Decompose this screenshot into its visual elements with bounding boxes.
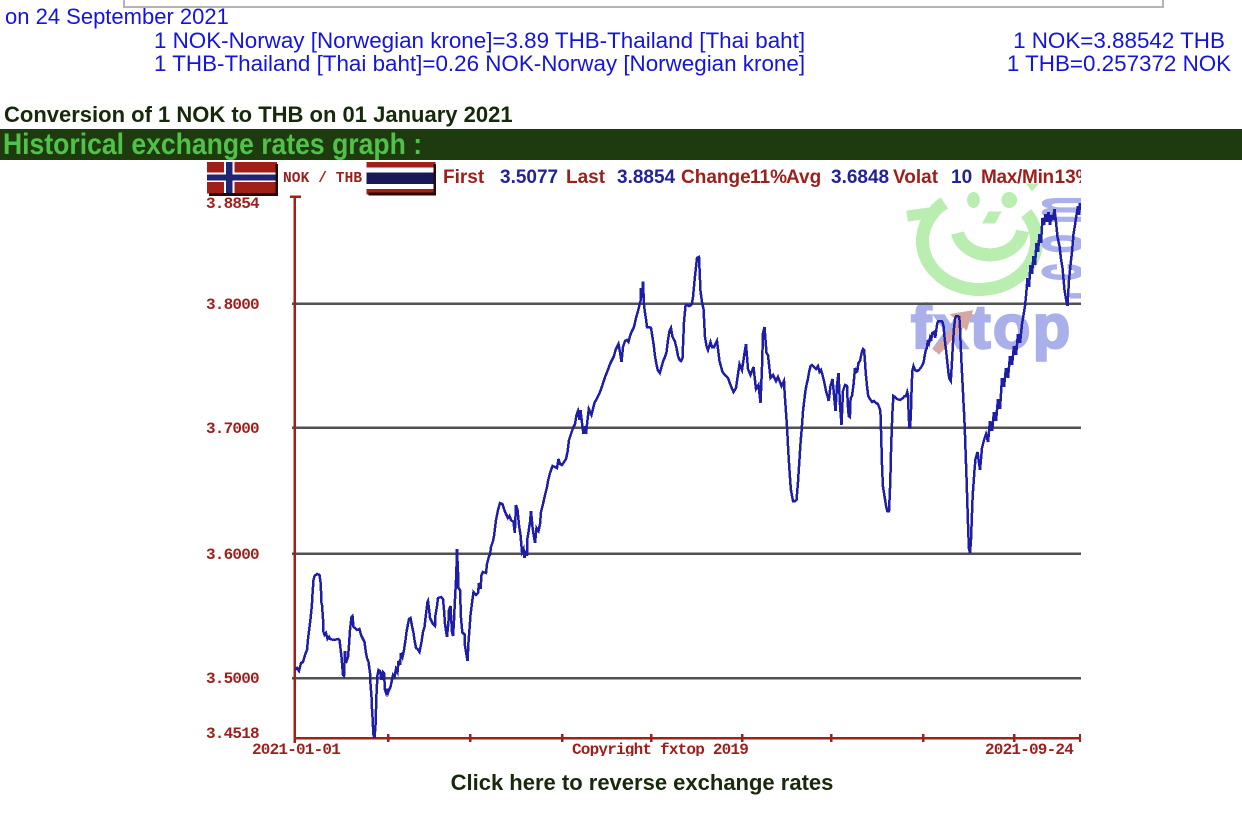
svg-text:10: 10	[951, 167, 972, 188]
svg-text:NOK / THB: NOK / THB	[283, 171, 362, 187]
svg-text:11%: 11%	[750, 167, 787, 188]
svg-text:Copyright fxtop 2019: Copyright fxtop 2019	[572, 741, 748, 756]
svg-text:Change: Change	[681, 167, 751, 188]
svg-text:3.6848: 3.6848	[831, 167, 889, 188]
svg-text:First: First	[443, 167, 485, 188]
svg-text:3.5077: 3.5077	[500, 167, 558, 188]
svg-text:Max/Min: Max/Min	[981, 167, 1054, 188]
svg-text:13%: 13%	[1055, 167, 1082, 188]
svg-text:2021-09-24: 2021-09-24	[985, 741, 1074, 756]
svg-text:3.8000: 3.8000	[206, 296, 259, 314]
svg-text:3.7000: 3.7000	[206, 420, 259, 438]
svg-text:3.6000: 3.6000	[206, 546, 259, 564]
svg-text:2021-01-01: 2021-01-01	[252, 741, 340, 756]
svg-text:Volat: Volat	[893, 167, 939, 188]
svg-text:3.8854: 3.8854	[617, 167, 676, 188]
svg-text:Last: Last	[566, 167, 606, 188]
svg-text:3.4518: 3.4518	[206, 725, 259, 743]
svg-text:3.5000: 3.5000	[206, 670, 259, 688]
svg-text:Avg: Avg	[786, 167, 821, 188]
svg-text:3.8854: 3.8854	[206, 195, 260, 213]
